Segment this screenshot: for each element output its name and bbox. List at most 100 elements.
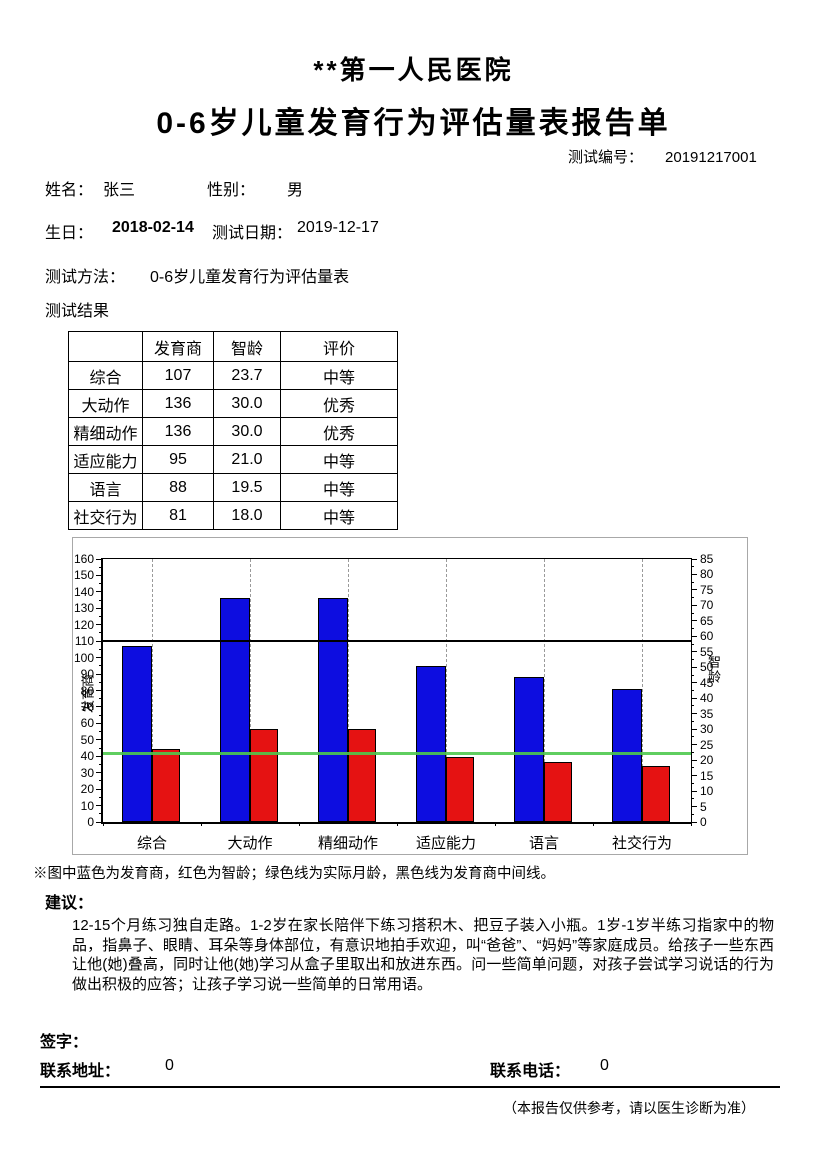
bottom-axis-tick [592,822,594,826]
left-axis-minor-tick [99,731,102,733]
left-axis-minor-tick [99,813,102,815]
right-axis-minor-tick [691,674,694,676]
right-axis-minor-tick [691,705,694,707]
right-axis-minor-tick [691,767,694,769]
right-axis-minor-tick [691,798,694,800]
table-header-row: 发育商 智龄 评价 [68,331,398,362]
right-axis-minor-tick [691,782,694,784]
results-table: 发育商 智龄 评价 综合 107 23.7 中等 大动作 136 30.0 优秀 精细动作 136 30.… [68,331,398,530]
evaluation-cell: 中等 [280,445,398,474]
right-axis-minor-tick [691,581,694,583]
table-row: 综合 107 23.7 中等 [68,361,398,390]
phone-label: 联系电话： [490,1063,571,1080]
left-axis-minor-tick [99,566,102,568]
method-value: 0-6岁儿童发育行为评估量表 [150,269,350,286]
row-label: 适应能力 [68,445,143,474]
left-axis-tick-label: 20 [80,782,94,797]
left-axis-minor-tick [99,648,102,650]
right-axis-minor-tick [691,597,694,599]
bottom-axis-tick [102,822,104,826]
right-axis-minor-tick [691,813,694,815]
category-gridline [445,559,447,822]
left-axis-tick-label: 130 [73,601,94,616]
gender-label: 性别： [207,182,256,199]
left-axis-tick [96,772,102,774]
right-axis-tick [691,666,697,668]
right-axis-tick-label: 50 [700,660,714,675]
category-label: 适应能力 [415,835,476,852]
row-label: 社交行为 [68,501,143,530]
right-axis-tick [691,620,697,622]
right-axis-tick [691,682,697,684]
left-axis-tick [96,640,102,642]
method-label: 测试方法： [45,269,126,286]
category-label: 精细动作 [317,835,378,852]
left-axis-minor-tick [99,698,102,700]
left-axis-tick [96,706,102,708]
name-label: 姓名： [45,182,94,199]
development-chart: 发育商 智龄 0 10 20 30 40 50 60 70 80 90 100 110 120 130 14… [72,537,748,855]
right-axis-minor-tick [691,690,694,691]
birth-value: 2018-02-14 [112,219,194,236]
address-label: 联系地址： [40,1063,121,1080]
mental-age-cell: 30.0 [213,389,281,418]
column-header: 评价 [280,331,398,362]
left-axis-tick-label: 150 [73,568,94,583]
evaluation-cell: 优秀 [280,389,398,418]
mental-age-cell: 23.7 [213,361,281,390]
left-axis-tick [96,558,102,560]
category-gridline [249,559,251,822]
result-section-label: 测试结果 [45,303,110,320]
left-axis-tick [96,739,102,741]
left-axis-tick [96,673,102,675]
table-row: 精细动作 136 30.0 优秀 [68,417,398,446]
mental-age-bar [446,757,474,822]
right-axis-tick-label: 35 [700,706,714,721]
right-axis-tick-label: 10 [700,784,714,799]
left-axis-tick [96,788,102,790]
mental-age-cell: 21.0 [213,445,281,474]
dq-cell: 95 [142,445,214,474]
evaluation-cell: 中等 [280,361,398,390]
bottom-axis-tick [298,822,300,826]
right-axis-tick [691,697,697,699]
report-title: 0-6岁儿童发育行为评估量表报告单 [156,107,671,140]
right-axis-title: 智龄 [706,655,721,685]
test-date-label: 测试日期： [212,225,293,242]
left-axis-tick-label: 100 [73,650,94,665]
bottom-axis-tick [690,822,692,826]
left-axis-tick-label: 110 [74,634,94,649]
right-axis-minor-tick [691,720,694,722]
right-axis-tick-label: 75 [700,582,714,597]
left-axis-tick-label: 70 [80,699,94,714]
evaluation-cell: 优秀 [280,417,398,446]
right-axis-tick-label: 70 [700,598,714,613]
category-gridline [347,559,349,822]
right-axis-tick [691,573,697,575]
right-axis-tick-label: 30 [700,722,714,737]
mental-age-bar [348,729,376,822]
bottom-axis-tick [396,822,398,826]
left-axis-minor-tick [99,796,102,798]
right-axis-tick-label: 60 [700,629,714,644]
dq-cell: 136 [142,417,214,446]
left-axis-tick [96,821,102,823]
right-axis-tick-label: 5 [700,799,707,814]
address-value: 0 [165,1057,174,1074]
test-date-value: 2019-12-17 [297,219,379,236]
right-axis-tick [691,744,697,746]
left-axis-minor-tick [99,583,102,585]
left-axis-minor-tick [99,763,102,765]
column-header [68,331,143,362]
left-axis-tick [96,755,102,757]
right-axis-tick-label: 85 [700,552,714,566]
disclaimer-text: （本报告仅供参考，请以医生诊断为准） [503,1100,755,1116]
evaluation-cell: 中等 [280,501,398,530]
hospital-title: **第一人民医院 [313,55,514,85]
test-number-value: 20191217001 [665,149,757,166]
right-axis-tick-label: 25 [700,737,714,752]
left-axis-minor-tick [99,665,102,667]
right-axis-tick [691,651,697,653]
table-row: 大动作 136 30.0 优秀 [68,389,398,418]
right-axis-minor-tick [691,643,694,645]
